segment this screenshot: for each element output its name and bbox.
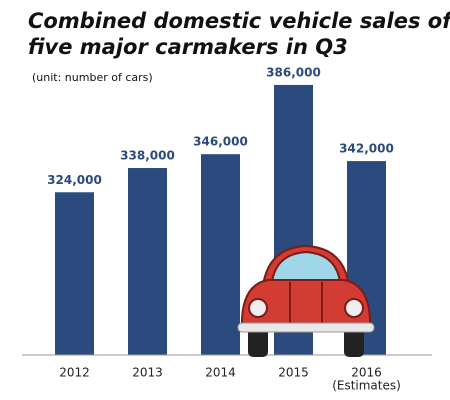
value-label: 338,000 [120, 149, 175, 163]
chart-subtitle: (unit: number of cars) [32, 71, 153, 84]
bar [55, 192, 94, 355]
x-tick-label: 2015 [278, 366, 309, 380]
x-tick-label: 2016 [351, 366, 382, 380]
x-tick-label: 2013 [132, 366, 163, 380]
x-tick-note: (Estimates) [332, 379, 401, 393]
x-tick-label: 2014 [205, 366, 236, 380]
value-label: 342,000 [339, 142, 394, 156]
value-label: 324,000 [47, 173, 102, 187]
bar [128, 168, 167, 355]
bar [201, 154, 240, 355]
value-label: 386,000 [266, 65, 321, 79]
x-tick-label: 2012 [59, 366, 90, 380]
value-label: 346,000 [193, 135, 248, 149]
chart-title: Combined domestic vehicle sales of Korea… [28, 9, 450, 59]
car-illustration [237, 244, 375, 357]
